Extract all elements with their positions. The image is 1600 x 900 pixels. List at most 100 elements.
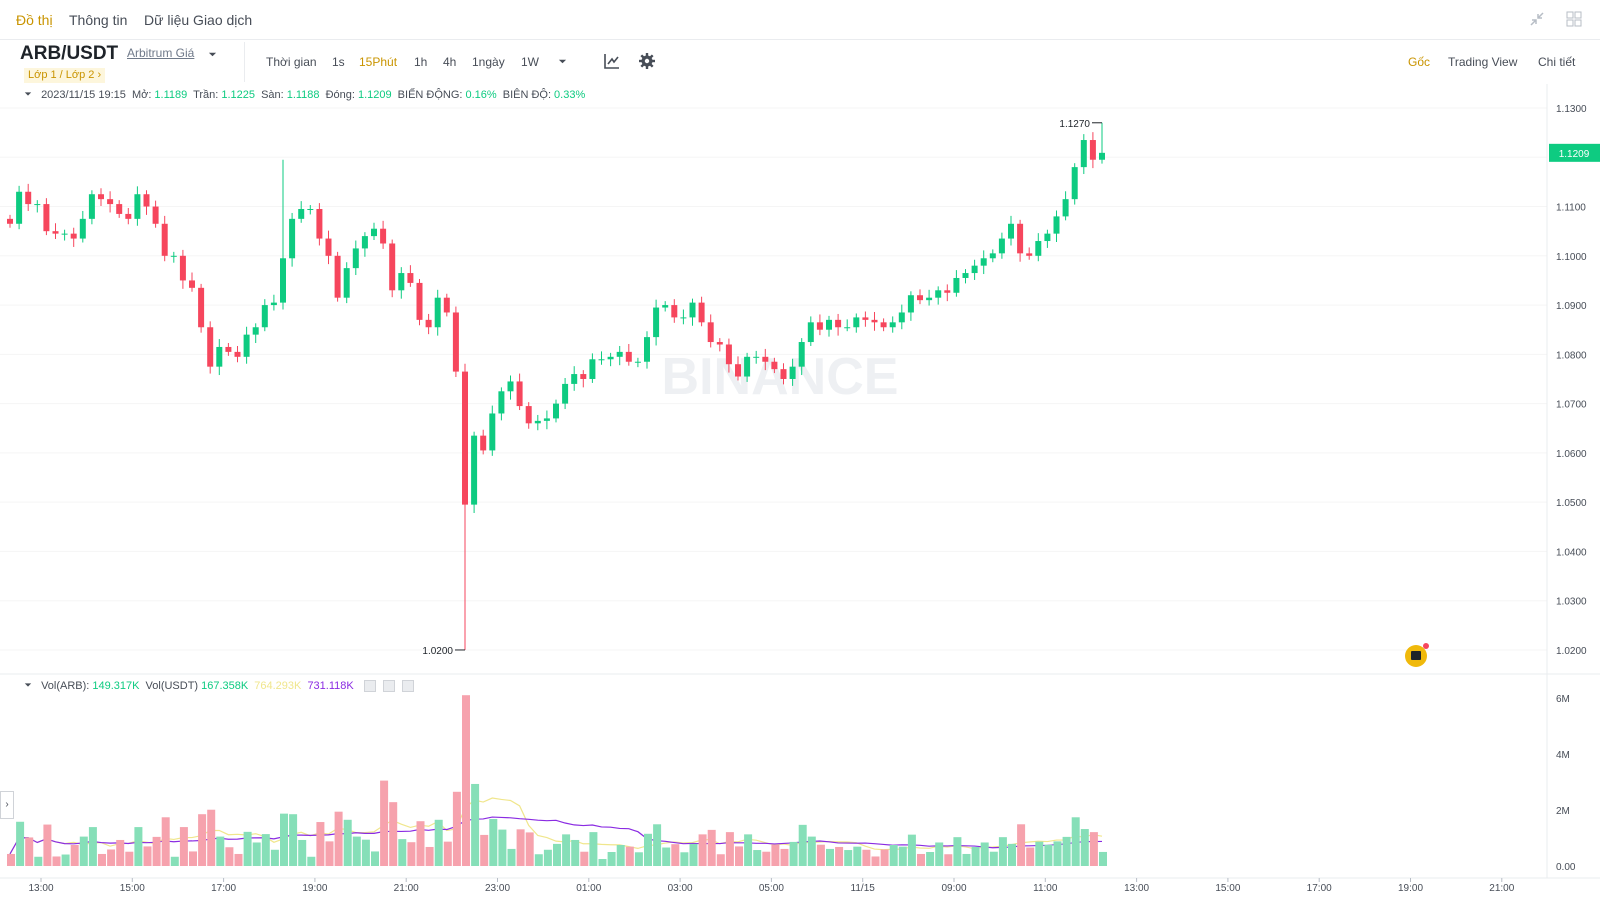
time-tick-label: 21:00 — [1489, 883, 1514, 894]
candle-body — [298, 209, 305, 219]
timeframe-4h[interactable]: 4h — [443, 55, 457, 69]
volume-bar — [953, 837, 962, 866]
chart-grid — [0, 107, 1547, 651]
view-original[interactable]: Gốc — [1408, 55, 1431, 69]
volume-bar — [70, 845, 79, 866]
candle-body — [1062, 199, 1069, 217]
volume-bar — [207, 809, 216, 866]
symbol-name-link[interactable]: Arbitrum Giá — [127, 46, 195, 60]
gear-icon[interactable] — [638, 52, 656, 70]
volume-tick-label: 0.00 — [1556, 862, 1576, 873]
candle-body — [498, 391, 505, 414]
tab-trading-data[interactable]: Dữ liệu Giao dịch — [144, 12, 253, 28]
timeframe-time[interactable]: Thời gian — [266, 55, 317, 69]
high-value: 1.1225 — [221, 89, 255, 101]
volume-bar — [716, 854, 725, 866]
volume-bar — [371, 851, 379, 866]
volume-bar — [1099, 851, 1107, 866]
price-tick-label: 1.0200 — [1556, 646, 1587, 657]
timeframe-dropdown-icon[interactable] — [558, 57, 567, 66]
grid-layout-icon[interactable] — [1566, 11, 1582, 27]
view-detail[interactable]: Chi tiết — [1538, 55, 1576, 69]
volume-bar — [1071, 817, 1080, 866]
chevron-down-icon[interactable] — [208, 50, 217, 59]
candle-body — [907, 295, 914, 313]
volume-bar — [689, 843, 698, 866]
volume-bar — [480, 834, 489, 866]
candle-body — [70, 233, 77, 239]
time-tick-label: 23:00 — [485, 883, 510, 894]
volume-ma-long — [9, 816, 1103, 855]
candle-body — [425, 319, 432, 328]
time-tick-label: 13:00 — [1124, 883, 1149, 894]
volume-bar — [125, 851, 134, 866]
volume-bar — [98, 853, 106, 866]
candle-body — [816, 322, 823, 330]
timeframe-1h[interactable]: 1h — [414, 55, 428, 69]
floating-widget-icon[interactable] — [1405, 643, 1429, 667]
indicator-icon[interactable] — [603, 52, 621, 70]
volume-bar — [1062, 836, 1071, 866]
settings-small-icon[interactable] — [382, 680, 395, 693]
collapse-volume-icon[interactable] — [24, 681, 32, 689]
volume-bar — [771, 844, 780, 866]
volume-bar — [980, 842, 989, 866]
candle-body — [289, 218, 296, 259]
expand-sidebar-button[interactable]: › — [0, 791, 14, 819]
volume-bar — [744, 834, 753, 866]
candle-body — [243, 334, 250, 357]
candle-body — [798, 342, 805, 367]
candle-body — [580, 374, 587, 379]
volume-bar — [489, 818, 498, 866]
candle-body — [380, 228, 387, 244]
price-tick-label: 1.0500 — [1556, 498, 1587, 509]
volume-bar — [416, 821, 425, 866]
candle-body — [1089, 140, 1096, 160]
last-price-label: 1.1209 — [1559, 149, 1590, 160]
volume-bar — [280, 813, 288, 866]
collapse-legend-icon[interactable] — [24, 90, 32, 98]
candle-body — [43, 204, 50, 232]
tab-info[interactable]: Thông tin — [69, 12, 128, 28]
volume-bar — [161, 817, 170, 866]
timeframe-15m[interactable]: 15Phút — [359, 55, 398, 69]
volume-bar — [79, 836, 88, 866]
timeframe-1w[interactable]: 1W — [521, 55, 539, 69]
close-icon[interactable] — [401, 680, 414, 693]
layer-badge[interactable]: Lớp 1 / Lớp 2 › — [24, 68, 106, 83]
volume-bar — [243, 831, 252, 866]
watermark-text: BINANCE — [662, 348, 899, 406]
volume-bar — [671, 844, 680, 866]
view-tradingview[interactable]: Trading View — [1448, 55, 1518, 69]
time-tick-label: 11:00 — [1033, 883, 1058, 894]
tab-chart[interactable]: Đồ thị — [16, 12, 53, 28]
volume-bar — [998, 837, 1007, 866]
volume-bar — [225, 847, 234, 866]
close-value: 1.1209 — [357, 89, 392, 101]
volume-bar — [989, 851, 998, 866]
collapse-icon[interactable] — [1529, 11, 1545, 27]
volume-bar — [352, 836, 361, 866]
candle-body — [516, 381, 523, 407]
candle-body — [179, 255, 186, 281]
volume-bar — [325, 841, 334, 866]
candle-body — [361, 236, 368, 249]
candle-body — [598, 359, 605, 361]
candle-body — [507, 381, 514, 392]
candle-body — [553, 403, 559, 419]
candle-body — [98, 194, 104, 200]
candle-body — [634, 361, 641, 363]
candle-body — [735, 364, 741, 377]
volume-bar — [571, 839, 580, 866]
open-value: 1.1189 — [154, 89, 188, 101]
eye-icon[interactable] — [363, 680, 376, 693]
volume-bar — [116, 839, 125, 866]
time-tick-label: 03:00 — [668, 883, 693, 894]
candle-body — [771, 361, 778, 370]
timeframe-1s[interactable]: 1s — [332, 55, 345, 69]
timeframe-1d[interactable]: 1ngày — [472, 55, 505, 69]
candle-body — [1008, 223, 1014, 239]
volume-bar — [725, 832, 734, 866]
candle-body — [780, 369, 787, 379]
